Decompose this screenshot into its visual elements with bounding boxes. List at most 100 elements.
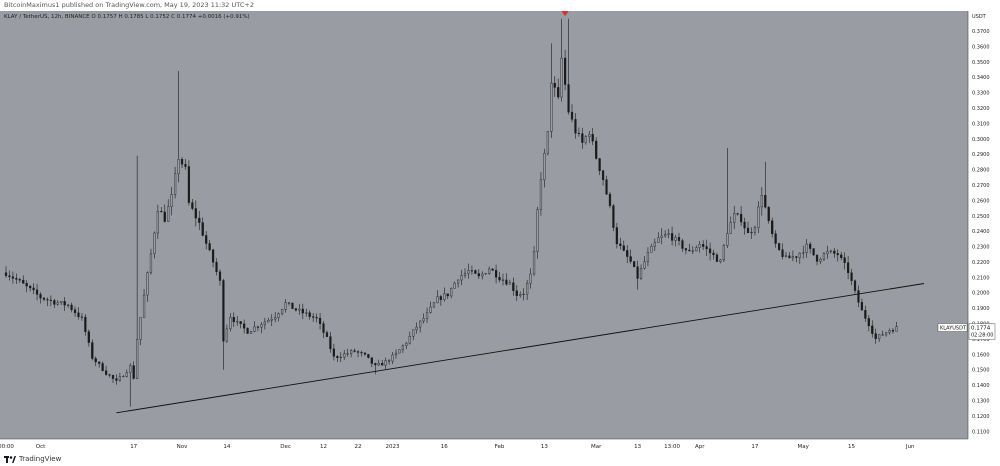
y-tick-label: 0.2100 — [972, 275, 990, 281]
candle-body — [729, 222, 732, 234]
candle-body — [87, 331, 90, 343]
candle-body — [122, 376, 125, 378]
candle-body — [350, 350, 353, 354]
candle-body — [791, 256, 794, 259]
candle-body — [49, 299, 52, 301]
y-tick-label: 0.1100 — [972, 429, 990, 435]
candle-body — [774, 233, 777, 244]
candle-body — [522, 293, 525, 295]
candle-body — [277, 313, 280, 318]
candle-body — [298, 308, 301, 311]
brand-label: TradingView — [19, 455, 62, 463]
y-tick-label: 0.3400 — [972, 75, 990, 81]
candle-body — [653, 242, 656, 247]
candle-body — [208, 243, 211, 251]
candle-body — [746, 227, 750, 234]
candle-body — [733, 213, 736, 223]
candle-body — [608, 193, 612, 206]
candle-body — [198, 217, 201, 223]
candle-body — [191, 202, 194, 209]
price-chart[interactable]: USDT 0.1100 0.1200 0.1300 0.1400 0.1500 0.1600… — [0, 11, 1000, 451]
chart-plot[interactable]: USDT 0.1100 0.1200 0.1300 0.1400 0.1500 0.1600… — [0, 11, 1000, 451]
candle-body — [546, 131, 549, 154]
candle-body — [660, 235, 663, 238]
candle-body — [25, 283, 28, 287]
candle-body — [650, 246, 653, 253]
candle-body — [657, 237, 660, 243]
candle-body — [474, 270, 477, 274]
candle-body — [215, 262, 218, 273]
x-tick-label: 17 — [130, 444, 137, 450]
candle-body — [860, 302, 864, 311]
y-tick-label: 0.3600 — [972, 44, 990, 50]
candle-body — [512, 282, 515, 291]
candle-body — [467, 270, 470, 274]
candle-body — [218, 271, 222, 281]
candle-body — [370, 357, 373, 364]
candle-body — [225, 328, 228, 342]
candle-body — [629, 256, 632, 262]
candle-body — [712, 252, 715, 256]
candle-body — [664, 234, 667, 237]
candle-body — [612, 205, 615, 228]
candle-body — [194, 208, 197, 219]
y-tick-label: 0.2800 — [972, 168, 990, 174]
candle-body — [564, 57, 567, 85]
candle-body — [688, 249, 691, 252]
candle-body — [881, 334, 884, 336]
candle-body — [740, 213, 743, 223]
y-tick-label: 0.3100 — [972, 121, 990, 127]
candle-body — [8, 275, 11, 277]
y-tick-label: 0.1600 — [972, 352, 990, 358]
candle-body — [125, 372, 128, 377]
candle-body — [246, 327, 249, 334]
candle-body — [681, 240, 684, 249]
candle-body — [163, 211, 166, 222]
candle-body — [4, 272, 8, 276]
x-tick-label: 14 — [223, 444, 230, 450]
candle-body — [160, 211, 163, 213]
candle-body — [118, 376, 121, 381]
candle-body — [895, 326, 898, 332]
candle-body — [153, 232, 156, 255]
candle-body — [377, 363, 380, 366]
candle-body — [284, 302, 287, 310]
candle-body — [781, 249, 784, 257]
tradingview-logo-icon — [4, 455, 16, 463]
candle-body — [146, 272, 149, 296]
candle-body — [301, 308, 304, 314]
candle-body — [222, 280, 225, 342]
candle-body — [108, 374, 111, 376]
candle-body — [239, 321, 242, 325]
candle-body — [132, 365, 135, 379]
candle-body — [356, 351, 360, 353]
candle-body — [281, 309, 284, 314]
x-tick-label: 12 — [320, 444, 327, 450]
candle-body — [205, 235, 208, 244]
candle-body — [70, 304, 73, 310]
candle-body — [505, 279, 508, 285]
candle-body — [891, 330, 895, 332]
candle-body — [726, 233, 729, 246]
candle-body — [56, 302, 59, 305]
candle-body — [101, 363, 104, 371]
candle-body — [526, 283, 529, 295]
candle-body — [142, 294, 146, 318]
candle-body — [391, 354, 394, 362]
candle-body — [850, 272, 853, 281]
candle-body — [847, 262, 850, 273]
x-tick-label: Dec — [280, 444, 291, 450]
candle-body — [149, 253, 153, 273]
x-tick-label: Feb — [495, 444, 505, 450]
candle-body — [581, 133, 584, 143]
candle-body — [501, 279, 505, 281]
candle-body — [453, 282, 456, 289]
candle-body — [595, 140, 598, 159]
candle-body — [643, 261, 646, 269]
y-tick-label: 0.1700 — [972, 337, 990, 343]
candle-body — [77, 312, 80, 318]
candle-body — [481, 273, 484, 277]
candle-body — [560, 57, 563, 98]
candle-body — [325, 332, 329, 337]
